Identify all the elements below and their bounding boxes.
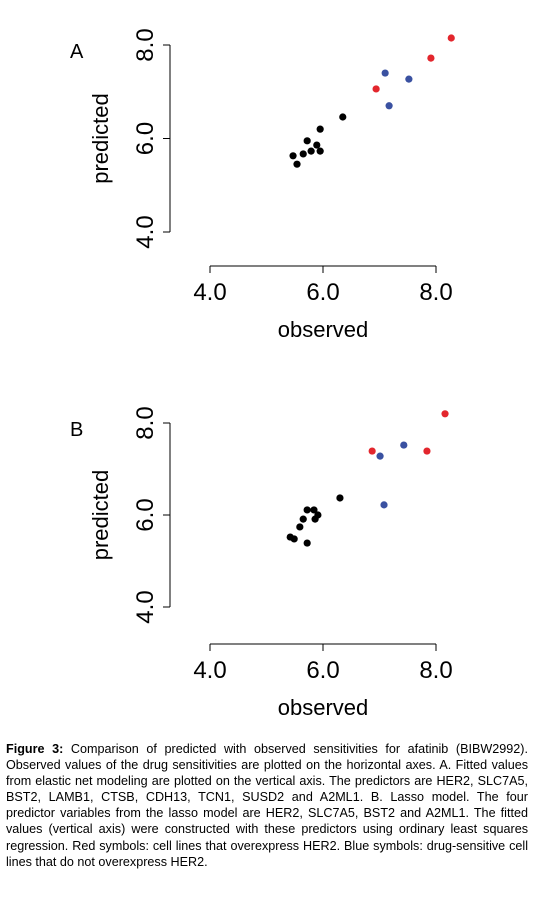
x-tick-label: 8.0 bbox=[419, 657, 452, 684]
y-axis-label: predicted bbox=[88, 470, 113, 561]
point bbox=[376, 452, 384, 460]
point bbox=[293, 160, 301, 168]
point bbox=[303, 137, 311, 145]
caption-text: Comparison of predicted with observed se… bbox=[6, 742, 528, 869]
x-tick-label: 4.0 bbox=[193, 657, 226, 684]
y-tick-label: 6.0 bbox=[132, 122, 159, 155]
y-axis-label: predicted bbox=[88, 93, 113, 184]
y-tick-label: 4.0 bbox=[132, 215, 159, 248]
point bbox=[316, 125, 324, 133]
point bbox=[316, 147, 324, 155]
point bbox=[303, 539, 311, 547]
y-tick-label: 4.0 bbox=[132, 590, 159, 623]
y-tick-label: 6.0 bbox=[132, 498, 159, 531]
point bbox=[290, 535, 298, 543]
point bbox=[368, 447, 376, 455]
point bbox=[405, 75, 413, 83]
point bbox=[311, 515, 319, 523]
x-tick-label: 6.0 bbox=[306, 279, 339, 306]
point bbox=[400, 441, 408, 449]
x-tick-label: 4.0 bbox=[193, 279, 226, 306]
point bbox=[313, 141, 321, 149]
point bbox=[441, 410, 449, 418]
point bbox=[372, 85, 380, 93]
point bbox=[299, 515, 307, 523]
point bbox=[339, 113, 347, 121]
point bbox=[299, 150, 307, 158]
panel-label: B bbox=[70, 419, 83, 441]
point bbox=[423, 447, 431, 455]
point bbox=[381, 69, 389, 77]
point bbox=[447, 34, 455, 42]
figure: A 4.0 6.0 8.0 predicted 4.0 6.0 8.0 observed B 4.0… bbox=[70, 28, 455, 720]
x-axis-label: observed bbox=[278, 695, 369, 720]
panel-label: A bbox=[70, 41, 84, 63]
y-tick-label: 8.0 bbox=[132, 28, 159, 61]
point bbox=[385, 102, 393, 110]
x-tick-label: 6.0 bbox=[306, 657, 339, 684]
point bbox=[303, 506, 311, 514]
x-tick-label: 8.0 bbox=[419, 279, 452, 306]
point bbox=[427, 54, 435, 62]
point bbox=[296, 523, 304, 531]
y-tick-label: 8.0 bbox=[132, 406, 159, 439]
point bbox=[307, 147, 315, 155]
caption-heading: Figure 3: bbox=[6, 742, 64, 756]
point bbox=[380, 501, 388, 509]
point bbox=[289, 152, 297, 160]
point bbox=[310, 506, 318, 514]
x-axis-label: observed bbox=[278, 317, 369, 342]
caption: Figure 3: Comparison of predicted with o… bbox=[6, 741, 528, 870]
point bbox=[336, 494, 344, 502]
